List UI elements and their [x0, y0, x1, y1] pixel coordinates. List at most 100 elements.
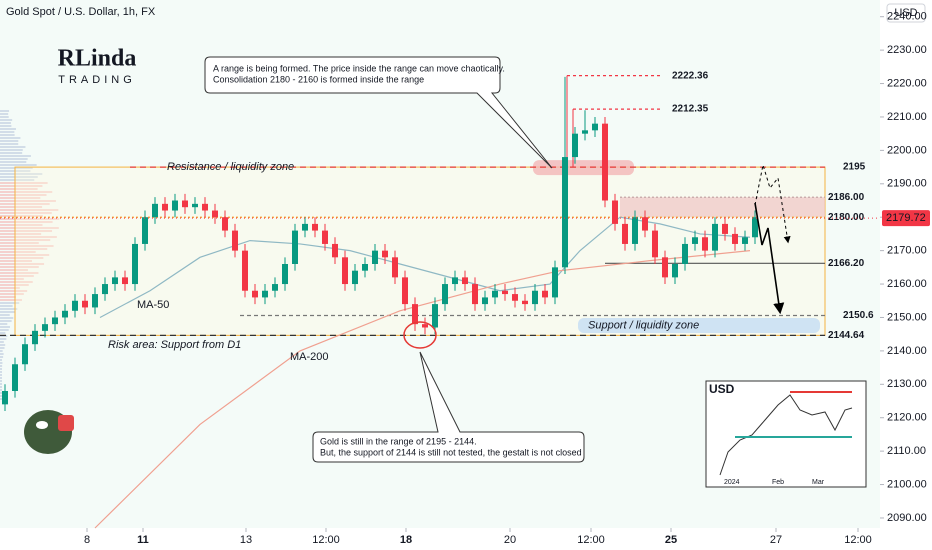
y-tick-label: 2240.00: [887, 11, 927, 23]
support-label: Support / liquidity zone: [588, 319, 699, 331]
profile-bar: [0, 392, 2, 394]
x-tick-label: 20: [504, 534, 516, 546]
inset-title: USD: [709, 382, 735, 396]
candle-body: [62, 310, 68, 318]
level-label: 2212.35: [672, 104, 709, 115]
profile-bar: [0, 293, 24, 295]
low-marker: [403, 321, 437, 349]
candle-body: [602, 123, 608, 201]
profile-bar: [0, 368, 2, 370]
y-tick-label: 2230.00: [887, 44, 927, 56]
profile-bar: [0, 308, 18, 310]
profile-bar: [0, 284, 29, 286]
candle-body: [722, 223, 728, 234]
profile-bar: [0, 296, 17, 298]
candle-body: [542, 290, 548, 298]
profile-bar: [0, 122, 11, 124]
level-label: 2180.00: [828, 212, 865, 223]
profile-bar: [0, 320, 12, 322]
profile-bar: [0, 113, 9, 115]
candle-body: [172, 200, 178, 211]
profile-bar: [0, 224, 43, 226]
profile-bar: [0, 251, 36, 253]
support-box: [578, 318, 820, 333]
resistance-label: Resistance / liquidity zone: [167, 161, 294, 173]
x-tick-label: 12:00: [577, 534, 605, 546]
candle-body: [232, 230, 238, 251]
profile-bar: [0, 383, 2, 385]
y-tick-label: 2140.00: [887, 345, 927, 357]
profile-bar: [0, 374, 2, 376]
candle-body: [402, 277, 408, 305]
profile-bar: [0, 272, 39, 274]
profile-bar: [0, 260, 32, 262]
profile-bar: [0, 164, 37, 166]
ma-label: MA-200: [290, 351, 329, 363]
profile-bar: [0, 230, 53, 232]
profile-bar: [0, 158, 28, 160]
y-tick-label: 2130.00: [887, 378, 927, 390]
candle-body: [642, 217, 648, 231]
profile-bar: [0, 188, 38, 190]
profile-bar: [0, 152, 23, 154]
candle-body: [742, 237, 748, 244]
profile-bar: [0, 266, 39, 268]
candle-body: [442, 284, 448, 305]
profile-bar: [0, 290, 28, 292]
level-label: 2195: [843, 162, 866, 173]
candle-body: [472, 284, 478, 305]
profile-bar: [0, 335, 8, 337]
candle-body: [522, 300, 528, 305]
profile-bar: [0, 143, 19, 145]
profile-bar: [0, 269, 28, 271]
profile-bar: [0, 197, 41, 199]
profile-bar: [0, 125, 12, 127]
profile-bar: [0, 341, 4, 343]
candle-body: [212, 210, 218, 218]
candle-body: [592, 123, 598, 131]
profile-bar: [0, 227, 59, 229]
candle-body: [422, 324, 428, 328]
profile-bar: [0, 209, 59, 211]
candle-body: [32, 330, 38, 345]
profile-bar: [0, 338, 7, 340]
candle-body: [512, 294, 518, 301]
profile-bar: [0, 239, 51, 241]
candle-body: [582, 130, 588, 134]
candle-body: [752, 217, 758, 238]
callout-text: A range is being formed. The price insid…: [213, 63, 505, 73]
inset-axis-label: Mar: [812, 479, 825, 486]
profile-bar: [0, 128, 16, 130]
callout-text: But, the support of 2144 is still not te…: [320, 447, 582, 457]
x-tick-label: 12:00: [844, 534, 872, 546]
profile-bar: [0, 353, 4, 355]
profile-bar: [0, 356, 4, 358]
candle-body: [112, 277, 118, 285]
profile-bar: [0, 155, 31, 157]
level-label: 2150.6: [843, 310, 874, 321]
profile-bar: [0, 398, 2, 400]
profile-bar: [0, 257, 44, 259]
profile-bar: [0, 161, 27, 163]
profile-bar: [0, 194, 47, 196]
candle-body: [462, 277, 468, 285]
mascot: [24, 410, 74, 454]
candle-body: [262, 290, 268, 298]
y-tick-label: 2110.00: [887, 445, 926, 457]
price-axis: [880, 0, 932, 550]
inset-axis-label: 2024: [724, 479, 740, 486]
profile-bar: [0, 380, 2, 382]
level-label: 2144.64: [828, 330, 865, 341]
profile-bar: [0, 131, 15, 133]
candle-body: [492, 290, 498, 298]
currency: USD: [894, 7, 917, 19]
profile-bar: [0, 350, 3, 352]
y-tick-label: 2120.00: [887, 412, 927, 424]
y-tick-label: 2170.00: [887, 245, 927, 257]
callout-text: Consolidation 2180 - 2160 is formed insi…: [213, 74, 424, 84]
profile-bar: [0, 281, 33, 283]
x-tick-label: 25: [665, 534, 677, 546]
logo-sub: TRADING: [58, 74, 136, 86]
chart-title: Gold Spot / U.S. Dollar, 1h, FX: [6, 6, 156, 18]
profile-bar: [0, 347, 5, 349]
